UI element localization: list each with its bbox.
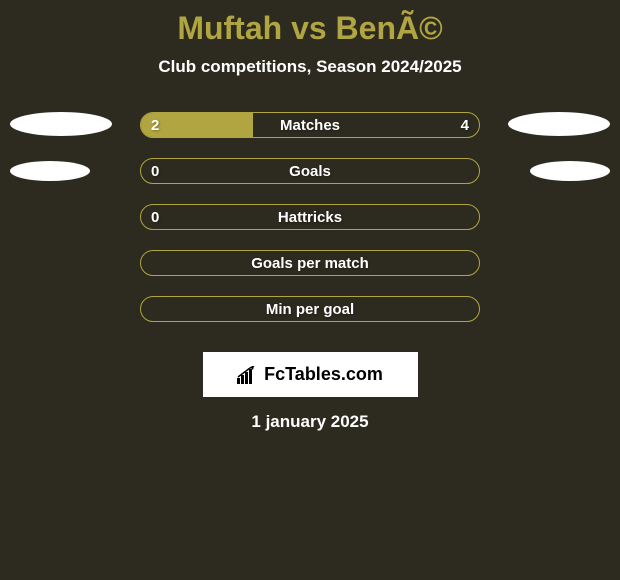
player-right-marker bbox=[530, 161, 610, 181]
chart-icon bbox=[237, 366, 259, 384]
date-text: 1 january 2025 bbox=[0, 412, 620, 432]
stat-value-left: 2 bbox=[151, 113, 159, 138]
player-left-marker bbox=[10, 161, 90, 181]
logo-text: FcTables.com bbox=[264, 364, 383, 385]
logo-box[interactable]: FcTables.com bbox=[203, 352, 418, 397]
stat-bar: Goals0 bbox=[140, 158, 480, 184]
stat-value-left: 0 bbox=[151, 159, 159, 184]
stat-bar: Matches2 4 bbox=[140, 112, 480, 138]
stat-bar: Goals per match bbox=[140, 250, 480, 276]
player-left-marker bbox=[10, 112, 112, 136]
stat-row: Hattricks0 bbox=[0, 204, 620, 250]
stat-label: Min per goal bbox=[141, 297, 479, 322]
stat-value-right: 4 bbox=[461, 113, 469, 138]
player-right-marker bbox=[508, 112, 610, 136]
stat-bar: Min per goal bbox=[140, 296, 480, 322]
stat-label: Goals per match bbox=[141, 251, 479, 276]
stat-row: Goals0 bbox=[0, 158, 620, 204]
stat-row: Min per goal bbox=[0, 296, 620, 342]
stat-row: Goals per match bbox=[0, 250, 620, 296]
main-container: Muftah vs BenÃ© Club competitions, Seaso… bbox=[0, 0, 620, 432]
stat-row: Matches2 4 bbox=[0, 112, 620, 158]
stats-container: Matches24Goals0Hattricks0Goals per match… bbox=[0, 112, 620, 342]
page-title: Muftah vs BenÃ© bbox=[0, 10, 620, 47]
stat-label: Goals bbox=[141, 159, 479, 184]
stat-label: Matches bbox=[141, 113, 479, 138]
subtitle: Club competitions, Season 2024/2025 bbox=[0, 57, 620, 77]
stat-label: Hattricks bbox=[141, 205, 479, 230]
stat-value-left: 0 bbox=[151, 205, 159, 230]
stat-bar: Hattricks0 bbox=[140, 204, 480, 230]
